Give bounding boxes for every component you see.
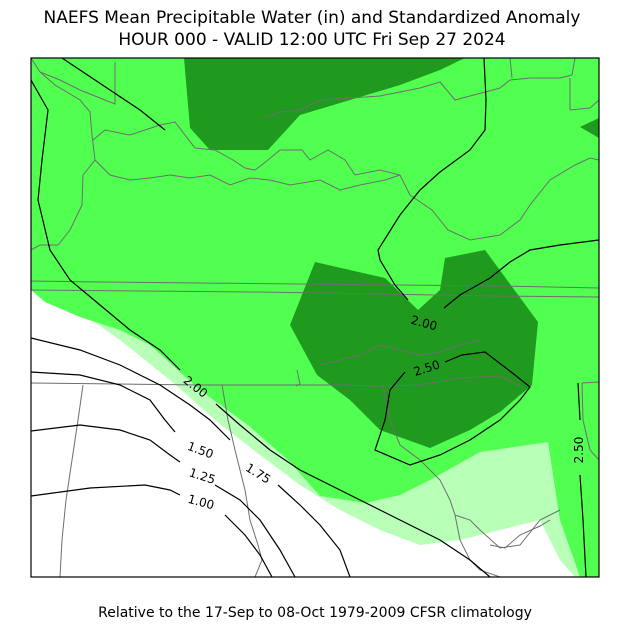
pw-contours	[31, 58, 599, 577]
contour-label-2-00-east: 2.00	[409, 313, 438, 333]
contour-label-1-00: 1.00	[186, 492, 215, 512]
map-frame	[30, 57, 600, 578]
chart-title-line-1: NAEFS Mean Precipitable Water (in) and S…	[43, 8, 581, 28]
political-borders	[31, 58, 599, 577]
contour-label-2-50-east: 2.50	[572, 437, 586, 464]
anomaly-shade-dark-east	[580, 118, 599, 138]
chart-title-line-2: HOUR 000 - VALID 12:00 UTC Fri Sep 27 20…	[118, 30, 506, 50]
anomaly-shade-dark-north	[184, 58, 465, 150]
contour-labels: 2.00 2.00 2.50 2.50 1.50 1.75 1.25 1.00	[181, 313, 586, 512]
anomaly-shade-dark-central	[290, 250, 538, 448]
climatology-footnote: Relative to the 17-Sep to 08-Oct 1979-20…	[98, 605, 532, 621]
